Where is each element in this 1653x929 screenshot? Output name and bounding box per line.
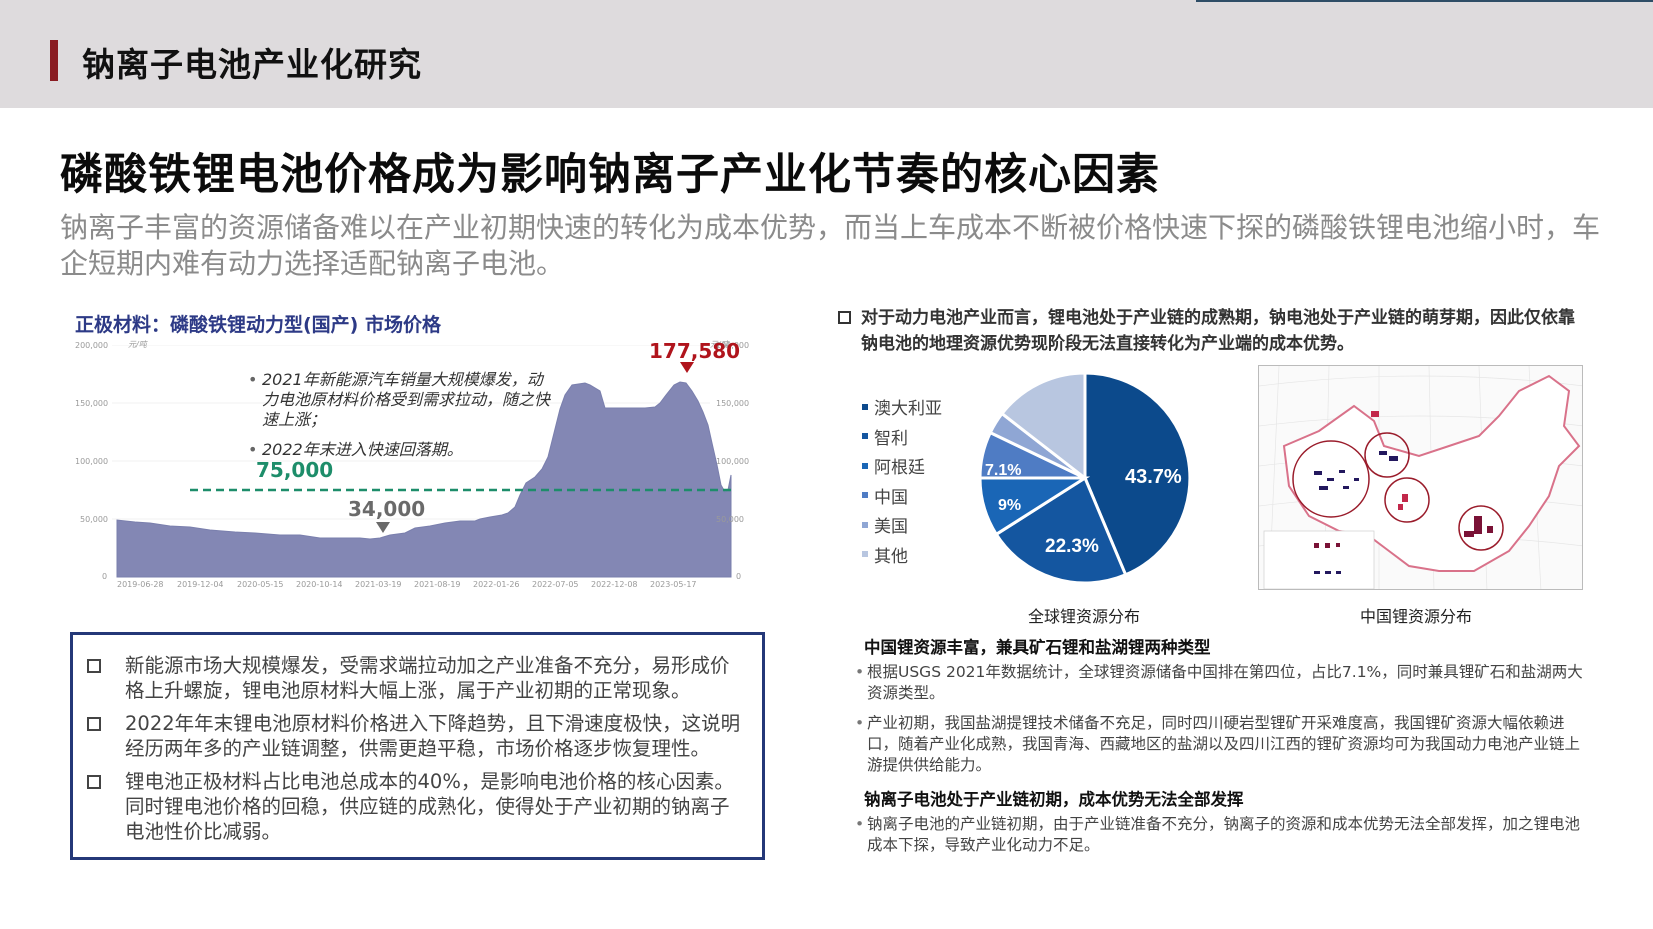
pie-label: 43.7% — [1125, 466, 1182, 488]
x-tick: 2023-05-17 — [650, 580, 697, 589]
summary-box: 新能源市场大规模爆发，受需求端拉动加之产业准备不充分，易形成价格上升螺旋，锂电池… — [70, 632, 765, 860]
summary-text: 2022年年末锂电池原材料价格进入下降趋势，且下滑速度极快，这说明经历两年多的产… — [125, 712, 741, 760]
page-title: 磷酸铁锂电池价格成为影响钠离子产业化节奏的核心因素 — [60, 150, 1160, 200]
bullet-dot: • — [248, 370, 258, 389]
legend-swatch — [862, 551, 868, 558]
map-legend — [1263, 530, 1375, 589]
bullet-dot: • — [855, 663, 865, 681]
pie-slice-chile — [994, 475, 1128, 585]
legend-label: 其他 — [874, 546, 908, 567]
legend-swatch — [862, 462, 868, 469]
map-graphic — [1259, 366, 1582, 589]
section-paragraph: • 钠离子电池的产业链初期，由于产业链准备不充分，钠离子的资源和成本优势无法全部… — [855, 814, 1585, 856]
bullet-dot: • — [248, 440, 258, 459]
right-intro-text: 对于动力电池产业而言，锂电池处于产业链的成熟期，钠电池处于产业链的萌芽期，因此仅… — [861, 308, 1575, 354]
y-tick-right: 150,000 — [716, 399, 750, 408]
header-topline — [1196, 0, 1653, 2]
price-area-chart: 元/吨 元/吨 200,000 150,000 100,000 50,000 0… — [60, 339, 749, 620]
summary-text: 锂电池正极材料占比电池总成本的40%，是影响电池价格的核心因素。同时锂电池价格的… — [125, 770, 734, 843]
pie-label: 9% — [998, 497, 1021, 514]
page-subtitle: 钠离子丰富的资源储备难以在产业初期快速的转化为成本优势，而当上车成本不断被价格快… — [60, 211, 1601, 280]
annotation-text: 2022年末进入快速回落期。 — [262, 440, 463, 459]
summary-text: 新能源市场大规模爆发，受需求端拉动加之产业准备不充分，易形成价格上升螺旋，锂电池… — [125, 654, 730, 702]
reference-value-label: 75,000 — [256, 458, 334, 482]
y-tick-right: 50,000 — [716, 515, 744, 524]
legend-item: 美国 — [862, 510, 942, 540]
square-bullet-icon — [838, 311, 851, 324]
legend-label: 阿根廷 — [874, 458, 925, 479]
legend-swatch — [862, 492, 868, 499]
y-tick-right: 0 — [736, 572, 742, 581]
square-bullet-icon — [87, 775, 101, 789]
y-tick: 200,000 — [75, 341, 109, 350]
legend-item: 其他 — [862, 540, 942, 570]
legend-item: 智利 — [862, 422, 942, 452]
y-tick: 150,000 — [75, 399, 109, 408]
chart-title: 正极材料：磷酸铁锂动力型(国产) 市场价格 — [75, 314, 441, 336]
peak-arrow-icon — [680, 362, 694, 373]
y-tick: 50,000 — [80, 515, 108, 524]
section-paragraph: • 根据USGS 2021年数据统计，全球锂资源储备中国排在第四位，占比7.1%… — [855, 662, 1585, 704]
legend-label: 智利 — [874, 428, 908, 449]
y-axis-unit-right: 元/吨 — [710, 340, 729, 349]
legend-swatch — [862, 521, 868, 528]
x-tick: 2019-06-28 — [117, 580, 164, 589]
y-tick: 100,000 — [75, 457, 109, 466]
pie-legend: 澳大利亚 智利 阿根廷 中国 美国 其他 — [862, 392, 942, 569]
legend-item: 澳大利亚 — [862, 392, 942, 422]
chart-plot — [112, 345, 732, 578]
header-title: 钠离子电池产业化研究 — [82, 45, 422, 84]
x-tick: 2022-07-05 — [532, 580, 579, 589]
legend-item: 中国 — [862, 481, 942, 511]
right-intro: 对于动力电池产业而言，锂电池处于产业链的成熟期，钠电池处于产业链的萌芽期，因此仅… — [838, 305, 1588, 357]
low-arrow-icon — [376, 522, 390, 533]
legend-label: 中国 — [874, 487, 908, 508]
pie-caption: 全球锂资源分布 — [1028, 607, 1141, 626]
legend-swatch — [862, 433, 868, 440]
map-caption: 中国锂资源分布 — [1360, 607, 1473, 626]
x-tick: 2022-01-26 — [473, 580, 520, 589]
y-axis-unit-left: 元/吨 — [128, 340, 147, 349]
paragraph-text: 钠离子电池的产业链初期，由于产业链准备不充分，钠离子的资源和成本优势无法全部发挥… — [867, 815, 1581, 854]
x-tick: 2022-12-08 — [591, 580, 638, 589]
legend-label: 美国 — [874, 517, 908, 538]
legend-item: 阿根廷 — [862, 451, 942, 481]
y-tick-right: 200,000 — [716, 341, 750, 350]
header-band — [0, 0, 1653, 108]
y-tick-right: 100,000 — [716, 457, 750, 466]
pie-slice-australia — [1083, 371, 1192, 577]
square-bullet-icon — [87, 717, 101, 731]
annotation-text: 2021年新能源汽车销量大规模爆发，动力电池原材料价格受到需求拉动，随之快速上涨… — [262, 370, 551, 429]
summary-item: 新能源市场大规模爆发，受需求端拉动加之产业准备不充分，易形成价格上升螺旋，锂电池… — [87, 653, 748, 703]
bullet-dot: • — [855, 714, 865, 732]
low-value-label: 34,000 — [348, 497, 426, 521]
summary-item: 锂电池正极材料占比电池总成本的40%，是影响电池价格的核心因素。同时锂电池价格的… — [87, 769, 748, 844]
square-bullet-icon — [87, 659, 101, 673]
peak-value-label: 177,580 — [649, 339, 741, 363]
section-heading: 钠离子电池处于产业链初期，成本优势无法全部发挥 — [864, 790, 1244, 809]
china-lithium-map — [1258, 365, 1583, 590]
header-accent-bar — [50, 40, 58, 81]
pie-label: 22.3% — [1045, 536, 1099, 557]
y-tick: 0 — [102, 572, 108, 581]
summary-item: 2022年年末锂电池原材料价格进入下降趋势，且下滑速度极快，这说明经历两年多的产… — [87, 711, 748, 761]
chart-annotation: • 2021年新能源汽车销量大规模爆发，动力电池原材料价格受到需求拉动，随之快速上… — [248, 370, 558, 470]
x-tick: 2019-12-04 — [177, 580, 224, 589]
price-area — [116, 381, 732, 578]
pie-slice-other — [999, 371, 1087, 482]
x-tick: 2020-05-15 — [237, 580, 284, 589]
legend-swatch — [862, 403, 868, 410]
x-tick: 2021-03-19 — [355, 580, 402, 589]
legend-label: 澳大利亚 — [874, 399, 942, 420]
section-paragraph: • 产业初期，我国盐湖提锂技术储备不充足，同时四川硬岩型锂矿开采难度高，我国锂矿… — [855, 713, 1585, 776]
pie-label: 7.1% — [985, 462, 1021, 479]
china-outline — [1282, 374, 1581, 572]
x-tick: 2020-10-14 — [296, 580, 343, 589]
paragraph-text: 产业初期，我国盐湖提锂技术储备不充足，同时四川硬岩型锂矿开采难度高，我国锂矿资源… — [867, 714, 1581, 774]
x-tick: 2021-08-19 — [414, 580, 461, 589]
paragraph-text: 根据USGS 2021年数据统计，全球锂资源储备中国排在第四位，占比7.1%，同… — [867, 663, 1583, 702]
bullet-dot: • — [855, 815, 865, 833]
global-lithium-pie: 43.7% 22.3% 9% 7.1% — [978, 371, 1192, 585]
section-heading: 中国锂资源丰富，兼具矿石锂和盐湖锂两种类型 — [864, 638, 1211, 657]
